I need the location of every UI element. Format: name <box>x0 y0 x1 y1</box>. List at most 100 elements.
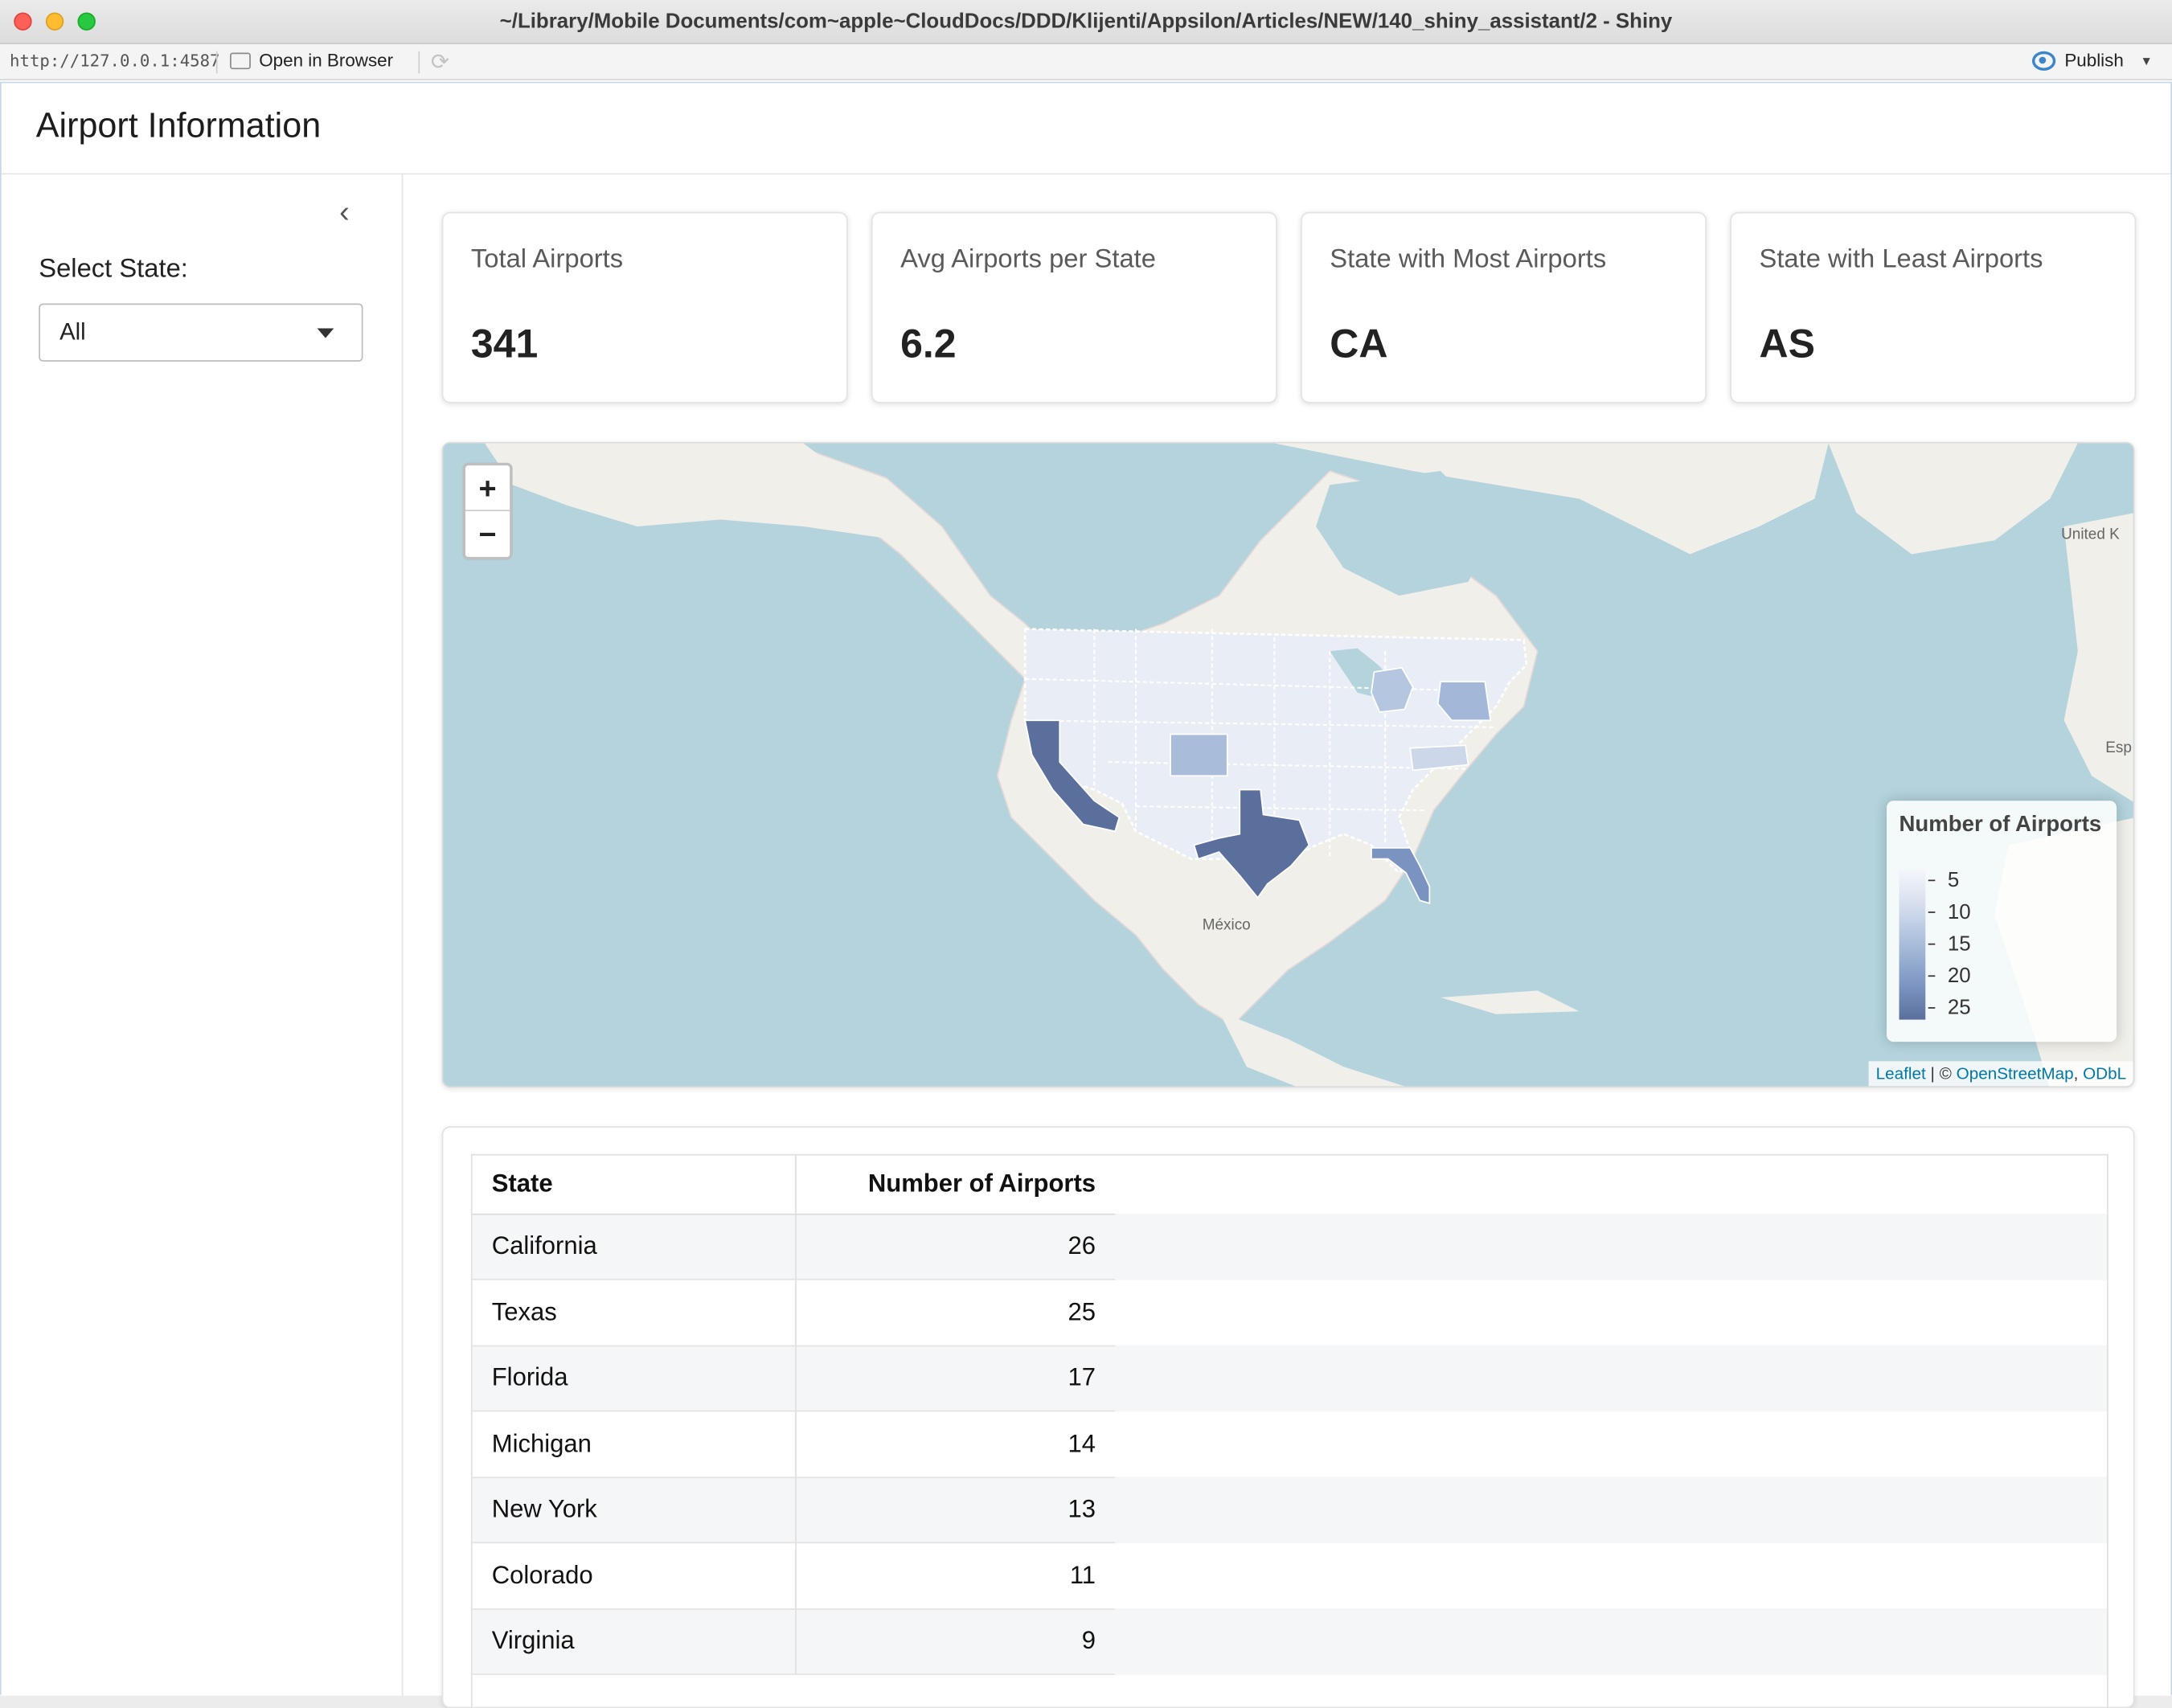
cell-count: 13 <box>795 1477 1116 1544</box>
map-label-spain: Esp <box>2105 739 2132 756</box>
state-florida <box>1371 846 1431 904</box>
state-virginia <box>1409 744 1469 772</box>
browser-window-icon <box>230 51 251 69</box>
value-box-value: 341 <box>470 322 539 367</box>
cell-count: 17 <box>795 1345 1116 1412</box>
main-panel: Total Airports 341 Avg Airports per Stat… <box>403 174 2171 1708</box>
row-stripe <box>1115 1345 2108 1411</box>
airport-map[interactable]: México United K Esp + − Number of Airpor… <box>441 441 2135 1088</box>
cell-count: 9 <box>795 1608 1116 1675</box>
cell-state: Florida <box>472 1345 796 1412</box>
greenland-land <box>1828 443 2078 555</box>
leaflet-link[interactable]: Leaflet <box>1875 1063 1926 1083</box>
legend-tick: 20 <box>1928 965 1971 988</box>
zoom-in-button[interactable]: + <box>465 465 510 512</box>
state-colorado <box>1170 733 1228 777</box>
column-header-count[interactable]: Number of Airports <box>795 1155 1116 1214</box>
airports-table: State Number of Airports California 26 T… <box>472 1155 1116 1675</box>
state-new-york <box>1436 681 1492 722</box>
zoom-window-button[interactable] <box>77 12 96 31</box>
airports-table-wrapper: State Number of Airports California 26 T… <box>470 1153 2108 1707</box>
row-stripe <box>1115 1608 2108 1675</box>
cell-state: Texas <box>472 1279 796 1346</box>
map-legend: Number of Airports 5 10 15 20 25 <box>1887 801 2117 1042</box>
map-zoom-control: + − <box>462 462 513 560</box>
caribbean-land <box>1440 990 1580 1014</box>
map-label-mexico: México <box>1203 917 1251 934</box>
legend-tick: 5 <box>1928 869 1959 892</box>
open-in-browser-label: Open in Browser <box>259 50 394 71</box>
sidebar: ‹ Select State: All <box>1 174 404 1696</box>
publish-button[interactable]: Publish ▼ <box>2032 50 2153 71</box>
shiny-app-page: Airport Information ‹ Select State: All … <box>0 81 2172 1708</box>
legend-tick: 10 <box>1928 900 1971 924</box>
window-titlebar: ~/Library/Mobile Documents/com~apple~Clo… <box>0 0 2172 45</box>
table-row: Virginia 9 <box>472 1608 1116 1675</box>
canada-arctic <box>1274 443 1829 555</box>
table-row: Florida 17 <box>472 1345 1116 1412</box>
chevron-down-icon[interactable]: ▼ <box>2140 53 2153 68</box>
alaska-land <box>485 443 901 541</box>
odbl-link[interactable]: ODbL <box>2083 1063 2127 1083</box>
cell-state: Michigan <box>472 1411 796 1478</box>
map-label-united-kingdom: United K <box>2061 526 2120 543</box>
state-select-value: All <box>59 318 86 346</box>
table-row: Colorado 11 <box>472 1542 1116 1609</box>
legend-tick: 25 <box>1928 996 1971 1019</box>
value-box-avg-airports: Avg Airports per State 6.2 <box>871 211 1277 403</box>
legend-color-scale <box>1899 870 1926 1020</box>
legend-title: Number of Airports <box>1899 813 2102 838</box>
refresh-icon[interactable]: ⟳ <box>430 51 450 76</box>
legend-tick: 15 <box>1928 932 1971 956</box>
airports-table-card: State Number of Airports California 26 T… <box>441 1126 2135 1708</box>
toolbar-divider <box>418 51 420 74</box>
value-box-title: Total Airports <box>470 245 624 275</box>
table-row: New York 13 <box>472 1477 1116 1544</box>
state-california <box>1024 719 1121 833</box>
column-header-state[interactable]: State <box>472 1155 796 1214</box>
attribution-comma: , <box>2073 1063 2084 1083</box>
viewer-toolbar: http://127.0.0.1:4587 Open in Browser ⟳ … <box>0 44 2172 80</box>
open-in-browser-button[interactable]: Open in Browser <box>230 50 393 71</box>
cell-count: 11 <box>795 1542 1116 1609</box>
table-row: Texas 25 <box>472 1279 1116 1346</box>
table-header-row: State Number of Airports <box>472 1155 1116 1214</box>
attribution-separator: | © <box>1925 1063 1957 1083</box>
hudson-bay <box>1316 471 1497 596</box>
minimize-window-button[interactable] <box>45 12 64 31</box>
value-box-title: Avg Airports per State <box>900 245 1156 275</box>
chevron-down-icon <box>317 328 334 338</box>
value-box-value: CA <box>1330 322 1388 367</box>
app-header: Airport Information <box>1 83 2171 175</box>
state-michigan <box>1371 666 1414 713</box>
cell-state: Colorado <box>472 1542 796 1609</box>
select-state-label: Select State: <box>39 255 188 285</box>
value-box-value: 6.2 <box>900 322 957 367</box>
close-window-button[interactable] <box>14 12 32 31</box>
cell-count: 25 <box>795 1279 1116 1346</box>
table-row: California 26 <box>472 1213 1116 1280</box>
cell-state: Virginia <box>472 1608 796 1675</box>
publish-icon <box>2032 50 2056 71</box>
collapse-sidebar-icon[interactable]: ‹ <box>339 194 350 229</box>
map-attribution: Leaflet | © OpenStreetMap, ODbL <box>1869 1061 2133 1087</box>
value-box-title: State with Most Airports <box>1330 245 1607 275</box>
value-box-title: State with Least Airports <box>1759 245 2043 275</box>
state-texas <box>1193 788 1310 899</box>
openstreetmap-link[interactable]: OpenStreetMap <box>1956 1063 2074 1083</box>
value-box-total-airports: Total Airports 341 <box>441 211 848 403</box>
state-select[interactable]: All <box>39 303 363 362</box>
table-row: Michigan 14 <box>472 1411 1116 1478</box>
cell-count: 26 <box>795 1213 1116 1280</box>
row-stripe <box>1115 1213 2108 1280</box>
toolbar-divider <box>215 51 218 74</box>
value-box-value: AS <box>1759 322 1815 367</box>
map-canvas[interactable]: México United K Esp <box>443 443 2134 1087</box>
app-url: http://127.0.0.1:4587 <box>10 51 220 71</box>
cell-state: California <box>472 1213 796 1280</box>
row-stripe <box>1115 1477 2108 1543</box>
zoom-out-button[interactable]: − <box>478 516 497 552</box>
window-title: ~/Library/Mobile Documents/com~apple~Clo… <box>499 10 1673 34</box>
cell-count: 14 <box>795 1411 1116 1478</box>
value-box-least-airports: State with Least Airports AS <box>1730 211 2137 403</box>
